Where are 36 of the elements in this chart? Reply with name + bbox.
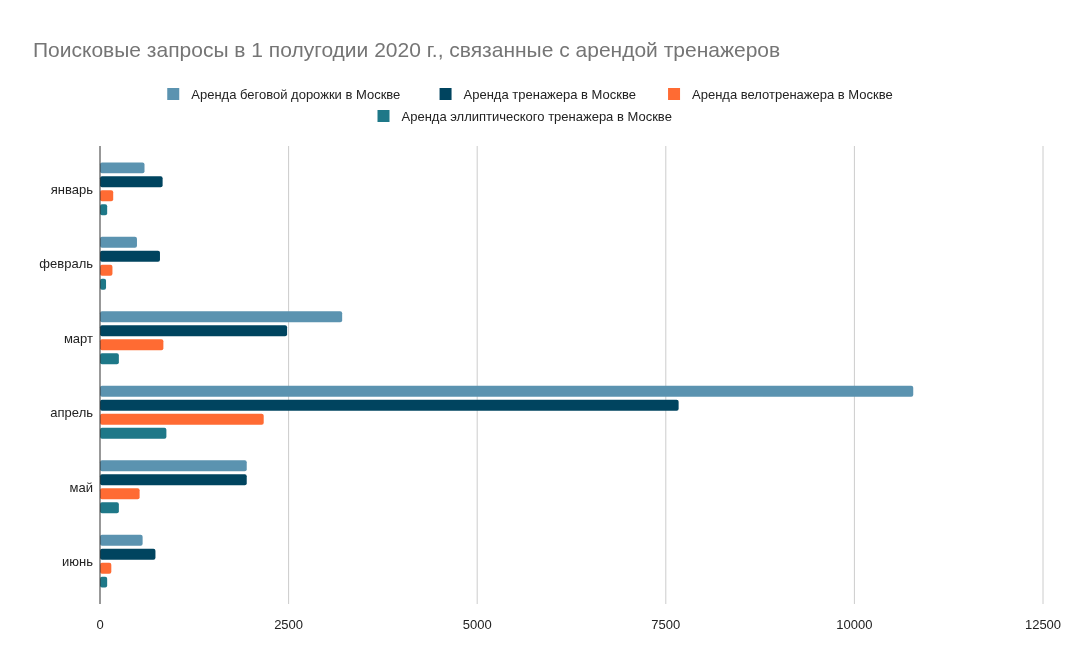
bar bbox=[100, 488, 140, 500]
bar bbox=[100, 311, 343, 323]
y-tick-label: май bbox=[69, 479, 93, 495]
bar bbox=[100, 236, 137, 248]
y-tick-label: февраль bbox=[39, 256, 94, 272]
y-tick-label: июнь bbox=[62, 554, 94, 570]
x-tick-label: 5000 bbox=[462, 617, 492, 632]
bar bbox=[100, 413, 264, 425]
bar bbox=[100, 176, 163, 188]
bar bbox=[100, 385, 914, 397]
bar bbox=[100, 339, 164, 351]
bar bbox=[100, 162, 145, 174]
legend-label: Аренда беговой дорожки в Москве bbox=[191, 87, 401, 102]
y-tick-label: март bbox=[63, 330, 94, 346]
bar bbox=[100, 190, 114, 202]
x-tick-label: 10000 bbox=[836, 617, 873, 632]
legend-label: Аренда велотренажера в Москве bbox=[692, 87, 893, 102]
bar bbox=[100, 474, 247, 486]
legend-label: Аренда тренажера в Москве bbox=[463, 87, 637, 102]
bar bbox=[100, 460, 247, 472]
x-tick-label: 7500 bbox=[651, 617, 681, 632]
bar bbox=[100, 399, 679, 411]
x-tick-label: 2500 bbox=[274, 617, 304, 632]
chart-title: Поисковые запросы в 1 полугодии 2020 г., связанные с арендой тренажеров bbox=[33, 38, 781, 61]
bar bbox=[100, 250, 160, 262]
bar bbox=[100, 353, 119, 365]
x-tick-label: 12500 bbox=[1024, 617, 1062, 632]
y-tick-label: апрель bbox=[50, 405, 94, 421]
bar bbox=[100, 502, 119, 514]
bar bbox=[100, 427, 167, 439]
x-tick-label: 0 bbox=[96, 617, 104, 632]
bar bbox=[100, 325, 288, 337]
legend-label: Аренда эллиптического тренажера в Москве bbox=[401, 109, 672, 124]
bar bbox=[100, 548, 156, 560]
bar bbox=[100, 534, 143, 546]
y-tick-label: январь bbox=[50, 181, 94, 197]
